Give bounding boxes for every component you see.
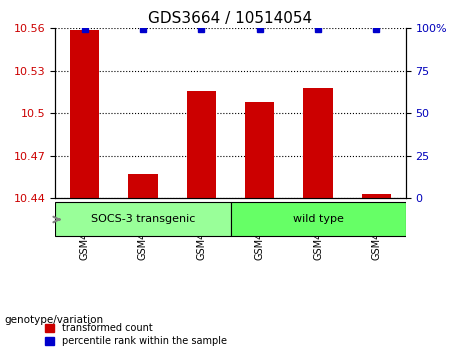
Bar	[70, 30, 99, 198]
FancyBboxPatch shape	[55, 202, 230, 236]
Bar	[362, 194, 391, 198]
Bar	[128, 174, 158, 198]
Text: wild type: wild type	[293, 215, 343, 224]
Text: genotype/variation: genotype/variation	[5, 315, 104, 325]
Title: GDS3664 / 10514054: GDS3664 / 10514054	[148, 11, 313, 26]
FancyBboxPatch shape	[230, 202, 406, 236]
Bar	[303, 88, 333, 198]
Legend: transformed count, percentile rank within the sample: transformed count, percentile rank withi…	[42, 320, 230, 349]
Text: SOCS-3 transgenic: SOCS-3 transgenic	[91, 215, 195, 224]
Bar	[187, 91, 216, 198]
Bar	[245, 102, 274, 198]
